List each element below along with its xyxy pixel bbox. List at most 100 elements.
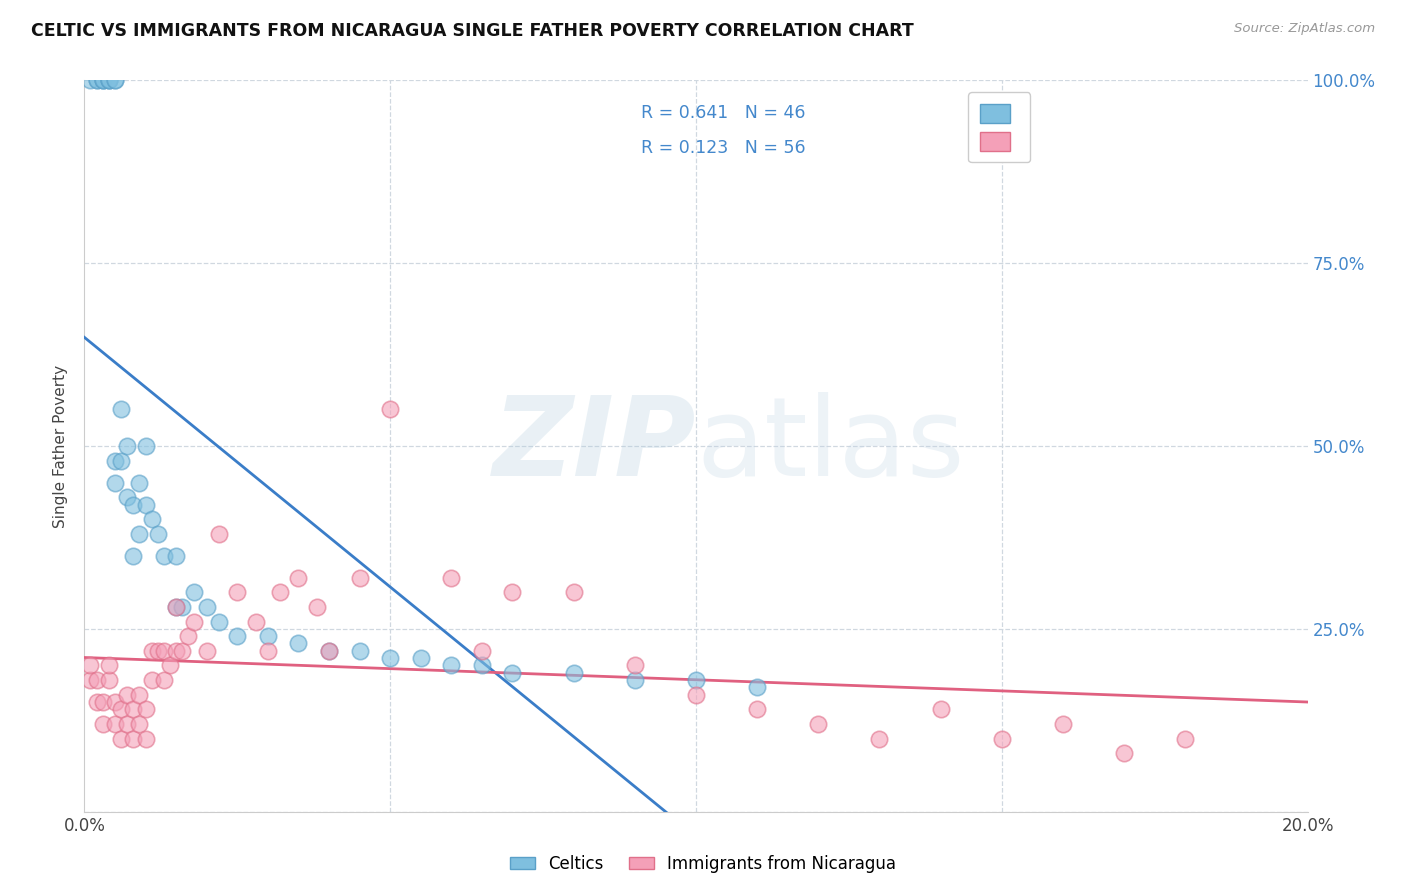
Point xyxy=(269,585,291,599)
Point xyxy=(562,665,585,680)
Point xyxy=(165,644,187,658)
Point xyxy=(305,599,328,614)
Point xyxy=(318,644,340,658)
Point xyxy=(91,73,114,87)
Point xyxy=(380,651,402,665)
Point xyxy=(349,644,371,658)
Point xyxy=(104,695,127,709)
Point xyxy=(991,731,1014,746)
Point xyxy=(97,73,120,87)
Point xyxy=(79,673,101,687)
Point xyxy=(165,549,187,563)
Point xyxy=(122,702,145,716)
Point xyxy=(685,688,707,702)
Point xyxy=(153,673,176,687)
Point xyxy=(562,585,585,599)
Point xyxy=(86,695,108,709)
Point xyxy=(97,658,120,673)
Point xyxy=(1174,731,1197,746)
Point xyxy=(380,402,402,417)
Point xyxy=(128,688,150,702)
Point xyxy=(287,571,309,585)
Point xyxy=(177,629,200,643)
Point xyxy=(226,629,249,643)
Point xyxy=(153,644,176,658)
Point xyxy=(122,498,145,512)
Point xyxy=(183,615,205,629)
Point xyxy=(104,717,127,731)
Point xyxy=(135,439,157,453)
Point xyxy=(257,629,280,643)
Point xyxy=(115,688,138,702)
Text: atlas: atlas xyxy=(696,392,965,500)
Point xyxy=(79,73,101,87)
Point xyxy=(349,571,371,585)
Point xyxy=(183,585,205,599)
Text: R = 0.123   N = 56: R = 0.123 N = 56 xyxy=(641,138,806,157)
Point xyxy=(122,549,145,563)
Point xyxy=(318,644,340,658)
Point xyxy=(502,585,524,599)
Point xyxy=(97,73,120,87)
Point xyxy=(135,731,157,746)
Point xyxy=(141,673,163,687)
Point xyxy=(195,599,218,614)
Legend: Celtics, Immigrants from Nicaragua: Celtics, Immigrants from Nicaragua xyxy=(503,848,903,880)
Text: Source: ZipAtlas.com: Source: ZipAtlas.com xyxy=(1234,22,1375,36)
Point xyxy=(97,73,120,87)
Point xyxy=(624,673,647,687)
Point xyxy=(115,490,138,504)
Point xyxy=(245,615,267,629)
Text: CELTIC VS IMMIGRANTS FROM NICARAGUA SINGLE FATHER POVERTY CORRELATION CHART: CELTIC VS IMMIGRANTS FROM NICARAGUA SING… xyxy=(31,22,914,40)
Point xyxy=(110,402,132,417)
Point xyxy=(91,717,114,731)
Point xyxy=(128,526,150,541)
Point xyxy=(165,599,187,614)
Point xyxy=(128,717,150,731)
Point xyxy=(195,644,218,658)
Point xyxy=(104,475,127,490)
Point xyxy=(91,73,114,87)
Point xyxy=(153,549,176,563)
Point xyxy=(172,644,194,658)
Point xyxy=(146,644,169,658)
Text: ZIP: ZIP xyxy=(492,392,696,500)
Point xyxy=(135,702,157,716)
Point xyxy=(747,702,769,716)
Point xyxy=(86,73,108,87)
Point xyxy=(110,731,132,746)
Point xyxy=(91,695,114,709)
Point xyxy=(287,636,309,650)
Point xyxy=(165,599,187,614)
Point xyxy=(409,651,432,665)
Point xyxy=(685,673,707,687)
Y-axis label: Single Father Poverty: Single Father Poverty xyxy=(53,365,69,527)
Point xyxy=(104,453,127,467)
Point xyxy=(869,731,891,746)
Point xyxy=(104,73,127,87)
Point xyxy=(97,673,120,687)
Legend: , : , xyxy=(969,92,1031,162)
Point xyxy=(122,731,145,746)
Point xyxy=(208,526,231,541)
Point xyxy=(115,717,138,731)
Point xyxy=(747,681,769,695)
Point xyxy=(226,585,249,599)
Point xyxy=(502,665,524,680)
Point xyxy=(624,658,647,673)
Point xyxy=(115,439,138,453)
Point xyxy=(86,673,108,687)
Point xyxy=(141,644,163,658)
Point xyxy=(257,644,280,658)
Point xyxy=(1114,746,1136,760)
Point xyxy=(79,658,101,673)
Point xyxy=(440,658,463,673)
Point xyxy=(135,498,157,512)
Point xyxy=(146,526,169,541)
Point xyxy=(141,512,163,526)
Point xyxy=(929,702,952,716)
Point xyxy=(172,599,194,614)
Point xyxy=(440,571,463,585)
Point xyxy=(128,475,150,490)
Point xyxy=(86,73,108,87)
